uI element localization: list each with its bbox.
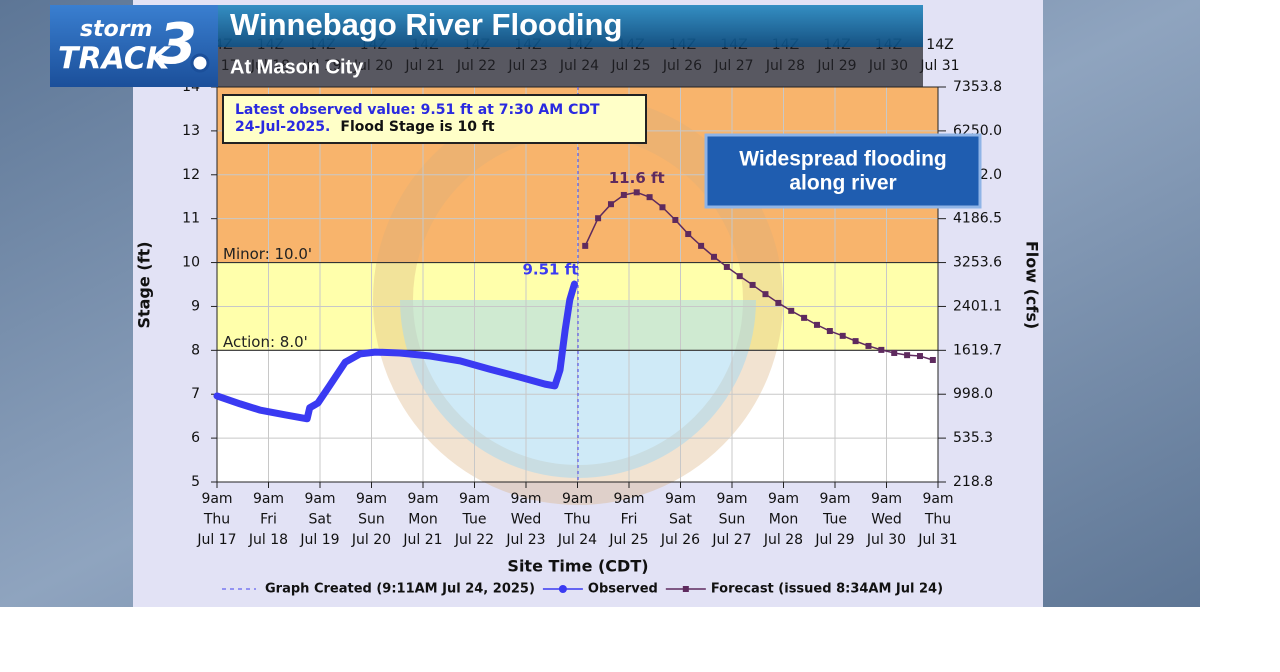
overlay: storm TRACK 3 Winnebago River Flooding A… xyxy=(50,5,982,209)
forecast-point xyxy=(710,253,717,260)
legend-key xyxy=(558,585,567,593)
forecast-point xyxy=(672,216,679,223)
forecast-point xyxy=(620,191,627,198)
annotation-box xyxy=(222,94,647,144)
legend-key xyxy=(682,586,689,592)
annotation-line: Flood Stage is 10 ft xyxy=(340,119,495,135)
forecast-point xyxy=(607,201,614,208)
forecast-point xyxy=(582,242,589,249)
x-tick-label: 9am Sat Jul 26 xyxy=(660,491,700,548)
forecast-point xyxy=(633,189,640,196)
logo-number: 3 xyxy=(158,12,197,77)
forecast-point xyxy=(852,338,859,345)
x-tick-label: 9am Mon Jul 28 xyxy=(763,491,803,548)
subhead: At Mason City xyxy=(230,56,364,78)
forecast-point xyxy=(698,242,705,249)
legend-label: Observed xyxy=(588,582,658,597)
annotation-line: Latest observed value: 9.51 ft at 7:30 A… xyxy=(235,102,600,118)
forecast-point xyxy=(813,321,820,328)
top-date-label: Jul 31 xyxy=(919,58,959,74)
threshold-label: Action: 8.0' xyxy=(223,333,308,351)
forecast-point xyxy=(659,204,666,211)
series-line xyxy=(213,280,578,423)
logo-eye xyxy=(190,53,210,73)
value-label: 11.6 ft xyxy=(609,169,665,187)
x-tick-label: 9am Fri Jul 25 xyxy=(608,491,648,548)
y-tick-label: 12 xyxy=(182,167,200,183)
x-tick-label: 9am Sun Jul 20 xyxy=(351,491,391,548)
y2-tick-label: 218.8 xyxy=(953,474,993,490)
y-axis-title: Stage (ft) xyxy=(135,241,154,328)
x-tick-label: 9am Wed Jul 30 xyxy=(866,491,906,548)
forecast-point xyxy=(891,349,898,356)
forecast-point xyxy=(865,342,872,349)
forecast-point xyxy=(839,332,846,339)
forecast-point xyxy=(762,291,769,298)
y-tick-label: 7 xyxy=(191,386,200,402)
forecast-point xyxy=(916,353,923,360)
y-tick-label: 10 xyxy=(182,255,200,271)
legend-label: Graph Created (9:11AM Jul 24, 2025) xyxy=(265,582,535,597)
forecast-point xyxy=(775,299,782,306)
legend-label: Forecast (issued 8:34AM Jul 24) xyxy=(711,582,943,597)
y2-tick-label: 2401.1 xyxy=(953,298,1002,314)
top-time-label: 14Z xyxy=(926,37,953,53)
x-tick-label: 9am Sun Jul 27 xyxy=(711,491,751,548)
y-tick-label: 5 xyxy=(191,474,200,490)
y-tick-label: 9 xyxy=(191,298,200,314)
callout-line: Widespread flooding xyxy=(739,148,946,171)
y-tick-label: 11 xyxy=(182,211,200,227)
series-line xyxy=(584,191,934,361)
x-tick-label: 9am Thu Jul 31 xyxy=(917,491,957,548)
x-tick-label: 9am Tue Jul 29 xyxy=(814,491,854,548)
value-label: 9.51 ft xyxy=(522,261,578,279)
headline: Winnebago River Flooding xyxy=(230,7,622,42)
logo-bottom: TRACK xyxy=(58,42,172,77)
forecast-point xyxy=(595,215,602,222)
callout-line: along river xyxy=(789,172,896,195)
y2-tick-label: 535.3 xyxy=(953,430,993,446)
forecast-point xyxy=(685,231,692,238)
y-tick-label: 8 xyxy=(191,342,200,358)
forecast-point xyxy=(723,263,730,270)
y-tick-label: 13 xyxy=(182,123,200,139)
y2-tick-label: 1619.7 xyxy=(953,342,1002,358)
callout-box xyxy=(704,133,982,209)
forecast-point xyxy=(826,328,833,335)
x-axis-title: Site Time (CDT) xyxy=(507,557,648,576)
x-tick-label: 9am Wed Jul 23 xyxy=(505,491,545,548)
forecast-point xyxy=(749,281,756,288)
forecast-point xyxy=(929,356,936,363)
forecast-point xyxy=(788,307,795,314)
forecast-point xyxy=(878,346,885,353)
x-tick-label: 9am Sat Jul 19 xyxy=(299,491,339,548)
forecast-point xyxy=(736,273,743,280)
annotation-line: 24-Jul-2025. xyxy=(235,119,330,135)
forecast-point xyxy=(904,352,911,359)
forecast-point xyxy=(646,194,653,201)
x-tick-label: 9am Fri Jul 18 xyxy=(248,491,288,548)
x-tick-label: 9am Thu Jul 17 xyxy=(196,491,236,548)
y2-tick-label: 998.0 xyxy=(953,386,993,402)
threshold-label: Minor: 10.0' xyxy=(223,245,312,263)
x-tick-label: 9am Thu Jul 24 xyxy=(557,491,597,548)
y2-tick-label: 7353.8 xyxy=(953,79,1002,95)
y2-tick-label: 4186.5 xyxy=(953,211,1002,227)
x-tick-label: 9am Tue Jul 22 xyxy=(454,491,494,548)
logo-top: storm xyxy=(80,17,153,42)
y2-axis-title: Flow (cfs) xyxy=(1023,241,1042,329)
x-tick-label: 9am Mon Jul 21 xyxy=(402,491,442,548)
y-tick-label: 6 xyxy=(191,430,200,446)
logo-box xyxy=(50,5,218,87)
forecast-point xyxy=(801,314,808,321)
y2-tick-label: 3253.6 xyxy=(953,255,1002,271)
